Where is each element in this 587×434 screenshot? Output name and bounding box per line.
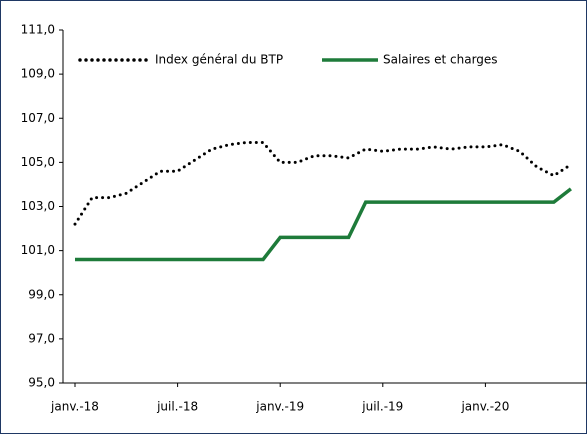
y-tick-label: 105,0 — [21, 155, 55, 169]
y-tick-label: 111,0 — [21, 23, 55, 37]
series-line — [73, 141, 573, 226]
legend-label: Index général du BTP — [155, 53, 283, 67]
y-tick-label: 103,0 — [21, 199, 55, 213]
x-tick-label: juil.-18 — [156, 400, 198, 414]
x-tick-label: janv.-19 — [255, 400, 304, 414]
legend-label: Salaires et charges — [383, 53, 498, 67]
y-tick-label: 107,0 — [21, 111, 55, 125]
series-line — [75, 187, 572, 262]
y-tick-label: 109,0 — [21, 67, 55, 81]
x-tick-label: janv.-18 — [50, 400, 99, 414]
y-tick-label: 97,0 — [28, 331, 55, 345]
x-tick-label: juil.-19 — [361, 400, 403, 414]
x-tick-label: janv.-20 — [460, 400, 509, 414]
y-tick-label: 95,0 — [28, 376, 55, 390]
y-tick-label: 99,0 — [28, 287, 55, 301]
y-tick-label: 101,0 — [21, 243, 55, 257]
